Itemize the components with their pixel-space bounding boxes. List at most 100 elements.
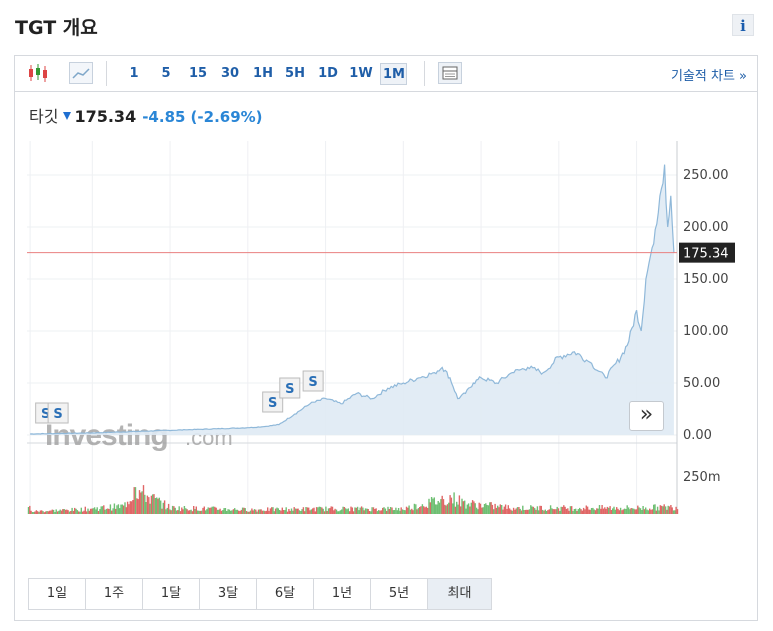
- volume-bar: [185, 508, 187, 514]
- timeframe-1m[interactable]: 1M: [380, 63, 407, 85]
- range-button-1[interactable]: 1일: [29, 579, 86, 609]
- price-chart[interactable]: Investing .com 0.0050.00100.00150.00200.00…: [15, 141, 757, 521]
- volume-bar: [602, 508, 605, 514]
- range-button-2[interactable]: 1주: [86, 579, 143, 609]
- volume-bar: [362, 507, 364, 514]
- volume-bar: [141, 491, 143, 514]
- volume-bar: [244, 508, 246, 514]
- volume-bar: [376, 511, 379, 514]
- volume-bar: [415, 504, 417, 514]
- timeframe-5h[interactable]: 5H: [285, 66, 305, 81]
- range-button-4[interactable]: 3달: [200, 579, 257, 609]
- line-chart-icon[interactable]: [69, 62, 93, 84]
- volume-bar: [241, 507, 244, 514]
- volume-bar: [179, 511, 182, 514]
- volume-bar: [277, 508, 279, 514]
- timeframe-1[interactable]: 1: [129, 66, 139, 81]
- volume-bar: [528, 509, 531, 514]
- volume-bar: [66, 509, 68, 514]
- advanced-chart-link[interactable]: 기술적 차트 »: [670, 69, 747, 84]
- volume-bar: [501, 505, 503, 514]
- volume-bar: [260, 509, 262, 514]
- scroll-right-button[interactable]: »: [629, 401, 664, 431]
- timeframe-15[interactable]: 15: [188, 66, 208, 81]
- volume-bar: [568, 510, 570, 514]
- volume-bar: [133, 487, 135, 514]
- volume-bar: [469, 506, 471, 514]
- volume-bar: [96, 507, 98, 514]
- volume-bar: [454, 506, 457, 514]
- volume-bar: [370, 511, 372, 514]
- volume-bar: [581, 510, 583, 514]
- volume-bar: [371, 507, 373, 514]
- volume-bar: [272, 507, 274, 514]
- volume-bar: [165, 509, 167, 514]
- volume-bar: [382, 507, 384, 514]
- volume-bar: [85, 511, 88, 514]
- volume-bar: [400, 507, 402, 514]
- volume-bar: [157, 498, 159, 514]
- volume-bar: [267, 507, 269, 514]
- range-button-7[interactable]: 5년: [371, 579, 428, 609]
- timeframe-1d[interactable]: 1D: [318, 66, 338, 81]
- volume-bar: [222, 510, 224, 514]
- volume-bar: [325, 506, 327, 514]
- volume-bar: [630, 508, 632, 514]
- timeframe-1h[interactable]: 1H: [253, 66, 273, 81]
- volume-bar: [561, 506, 564, 514]
- timeframe-30[interactable]: 30: [220, 66, 240, 81]
- volume-bar: [544, 509, 546, 514]
- volume-bar: [456, 501, 458, 514]
- volume-bar: [162, 502, 164, 514]
- timeframe-5[interactable]: 5: [161, 66, 171, 81]
- range-button-6[interactable]: 1년: [314, 579, 371, 609]
- volume-bar: [601, 505, 603, 514]
- range-button-5[interactable]: 6달: [257, 579, 314, 609]
- volume-bar: [232, 509, 235, 514]
- volume-bar: [586, 506, 589, 514]
- volume-bar: [585, 505, 587, 514]
- volume-bar: [571, 506, 573, 514]
- candlestick-chart-icon[interactable]: [26, 62, 50, 84]
- volume-bar: [452, 503, 454, 514]
- volume-bar: [495, 507, 498, 514]
- volume-bar: [493, 509, 495, 514]
- timeframe-1w[interactable]: 1W: [349, 66, 373, 81]
- volume-bar: [670, 505, 672, 514]
- range-button-8[interactable]: 최대: [428, 579, 491, 609]
- volume-bar: [671, 507, 673, 514]
- volume-bar: [613, 506, 615, 514]
- volume-bar: [136, 498, 138, 514]
- volume-bar: [154, 498, 157, 514]
- volume-bar: [519, 508, 521, 514]
- range-button-3[interactable]: 1달: [143, 579, 200, 609]
- volume-bar: [563, 505, 565, 514]
- volume-bar: [38, 511, 40, 514]
- volume-bar: [522, 505, 524, 514]
- volume-bar: [490, 502, 492, 514]
- volume-bar: [54, 512, 56, 514]
- volume-bar: [236, 509, 238, 514]
- volume-bar: [130, 501, 133, 514]
- info-icon[interactable]: i: [732, 14, 754, 36]
- volume-bar: [276, 507, 278, 514]
- volume-bar: [594, 510, 597, 514]
- volume-bar: [117, 504, 120, 514]
- volume-bar: [514, 509, 516, 514]
- volume-bar: [379, 510, 381, 514]
- watermark-brand: Investing: [45, 419, 168, 452]
- table-view-icon[interactable]: [438, 62, 462, 84]
- volume-bar: [399, 510, 401, 514]
- volume-bar: [541, 509, 544, 514]
- volume-bar: [158, 497, 160, 514]
- volume-bar: [556, 506, 558, 514]
- volume-bar: [317, 507, 319, 514]
- volume-bar: [219, 508, 221, 514]
- volume-bar: [545, 511, 548, 514]
- volume-bar: [564, 506, 566, 514]
- volume-bar: [237, 510, 240, 514]
- volume-bar: [120, 504, 122, 514]
- volume-bar: [618, 510, 620, 514]
- volume-bar: [239, 511, 241, 514]
- volume-bar: [555, 509, 557, 514]
